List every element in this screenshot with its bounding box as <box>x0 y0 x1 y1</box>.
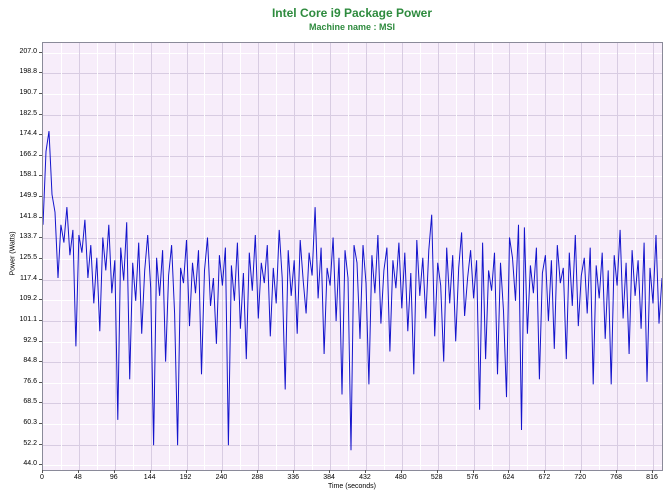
y-tick-label: 117.4 <box>20 274 37 282</box>
y-tick-label: 207.0 <box>19 47 37 55</box>
x-tick-label: 480 <box>394 474 407 481</box>
plot-area <box>42 42 663 471</box>
x-tick-mark <box>329 470 330 473</box>
x-tick-label: 0 <box>40 474 44 481</box>
y-tick-label: 133.7 <box>19 233 37 241</box>
y-tick-label: 60.3 <box>23 419 37 427</box>
x-tick-label: 624 <box>502 474 515 481</box>
x-tick-mark <box>616 470 617 473</box>
x-tick-label: 576 <box>466 474 479 481</box>
x-tick-mark <box>293 470 294 473</box>
x-tick-mark <box>221 470 222 473</box>
y-tick-label: 84.8 <box>23 357 37 365</box>
x-tick-mark <box>257 470 258 473</box>
x-tick-mark <box>473 470 474 473</box>
y-tick-mark <box>39 93 42 94</box>
x-tick-label: 768 <box>610 474 622 481</box>
x-tick-label: 144 <box>143 474 156 481</box>
x-tick-label: 192 <box>179 474 192 481</box>
y-tick-mark <box>39 237 42 238</box>
x-tick-label: 384 <box>323 474 335 481</box>
y-tick-mark <box>39 361 42 362</box>
y-tick-mark <box>39 114 42 115</box>
x-tick-mark <box>652 470 653 473</box>
chart-title: Intel Core i9 Package Power <box>271 6 433 20</box>
x-tick-mark <box>401 470 402 473</box>
y-tick-label: 109.2 <box>19 295 37 303</box>
x-tick-mark <box>78 470 79 473</box>
y-tick-mark <box>39 72 42 73</box>
y-tick-mark <box>39 382 42 383</box>
x-tick-label: 672 <box>538 474 551 481</box>
x-tick-mark <box>186 470 187 473</box>
y-tick-label: 141.8 <box>19 212 37 220</box>
x-tick-label: 528 <box>430 474 443 481</box>
y-tick-label: 68.5 <box>23 398 37 406</box>
x-tick-label: 432 <box>359 474 371 481</box>
y-tick-label: 149.9 <box>19 192 37 200</box>
y-tick-mark <box>39 320 42 321</box>
x-tick-mark <box>114 470 115 473</box>
y-tick-label: 198.8 <box>19 68 37 76</box>
x-tick-label: 240 <box>215 474 228 481</box>
y-tick-mark <box>39 464 42 465</box>
x-tick-mark <box>580 470 581 473</box>
power-series-line <box>43 131 662 451</box>
x-tick-mark <box>508 470 509 473</box>
y-tick-mark <box>39 134 42 135</box>
y-tick-mark <box>39 175 42 176</box>
x-tick-label: 288 <box>251 474 264 481</box>
y-tick-label: 166.2 <box>19 150 37 158</box>
y-tick-mark <box>39 258 42 259</box>
y-tick-label: 92.9 <box>23 336 37 344</box>
y-tick-label: 44.0 <box>23 460 37 468</box>
x-tick-mark <box>544 470 545 473</box>
x-tick-label: 96 <box>109 474 118 481</box>
y-tick-mark <box>39 423 42 424</box>
y-tick-label: 158.1 <box>19 171 37 179</box>
x-tick-mark <box>150 470 151 473</box>
x-tick-mark <box>365 470 366 473</box>
x-tick-label: 816 <box>646 474 658 481</box>
x-tick-label: 720 <box>574 474 587 481</box>
y-tick-mark <box>39 299 42 300</box>
y-tick-mark <box>39 196 42 197</box>
y-tick-mark <box>39 217 42 218</box>
y-tick-label: 101.1 <box>19 315 37 323</box>
chart-subtitle: Machine name : MSI <box>308 22 396 32</box>
y-tick-mark <box>39 155 42 156</box>
y-tick-mark <box>39 279 42 280</box>
x-tick-mark <box>42 470 43 473</box>
y-tick-label: 174.4 <box>19 130 37 138</box>
y-tick-mark <box>39 444 42 445</box>
y-tick-label: 52.2 <box>23 439 37 447</box>
x-tick-mark <box>437 470 438 473</box>
x-tick-label: 48 <box>73 474 82 481</box>
y-tick-mark <box>39 52 42 53</box>
y-tick-mark <box>39 402 42 403</box>
power-line-chart <box>43 43 662 470</box>
y-tick-label: 190.7 <box>19 88 37 96</box>
x-axis-title: Time (seconds) <box>328 483 376 490</box>
y-tick-label: 76.6 <box>23 377 37 385</box>
y-tick-label: 125.5 <box>19 254 37 262</box>
y-tick-label: 182.5 <box>19 109 37 117</box>
y-tick-mark <box>39 341 42 342</box>
x-tick-label: 336 <box>287 474 300 481</box>
